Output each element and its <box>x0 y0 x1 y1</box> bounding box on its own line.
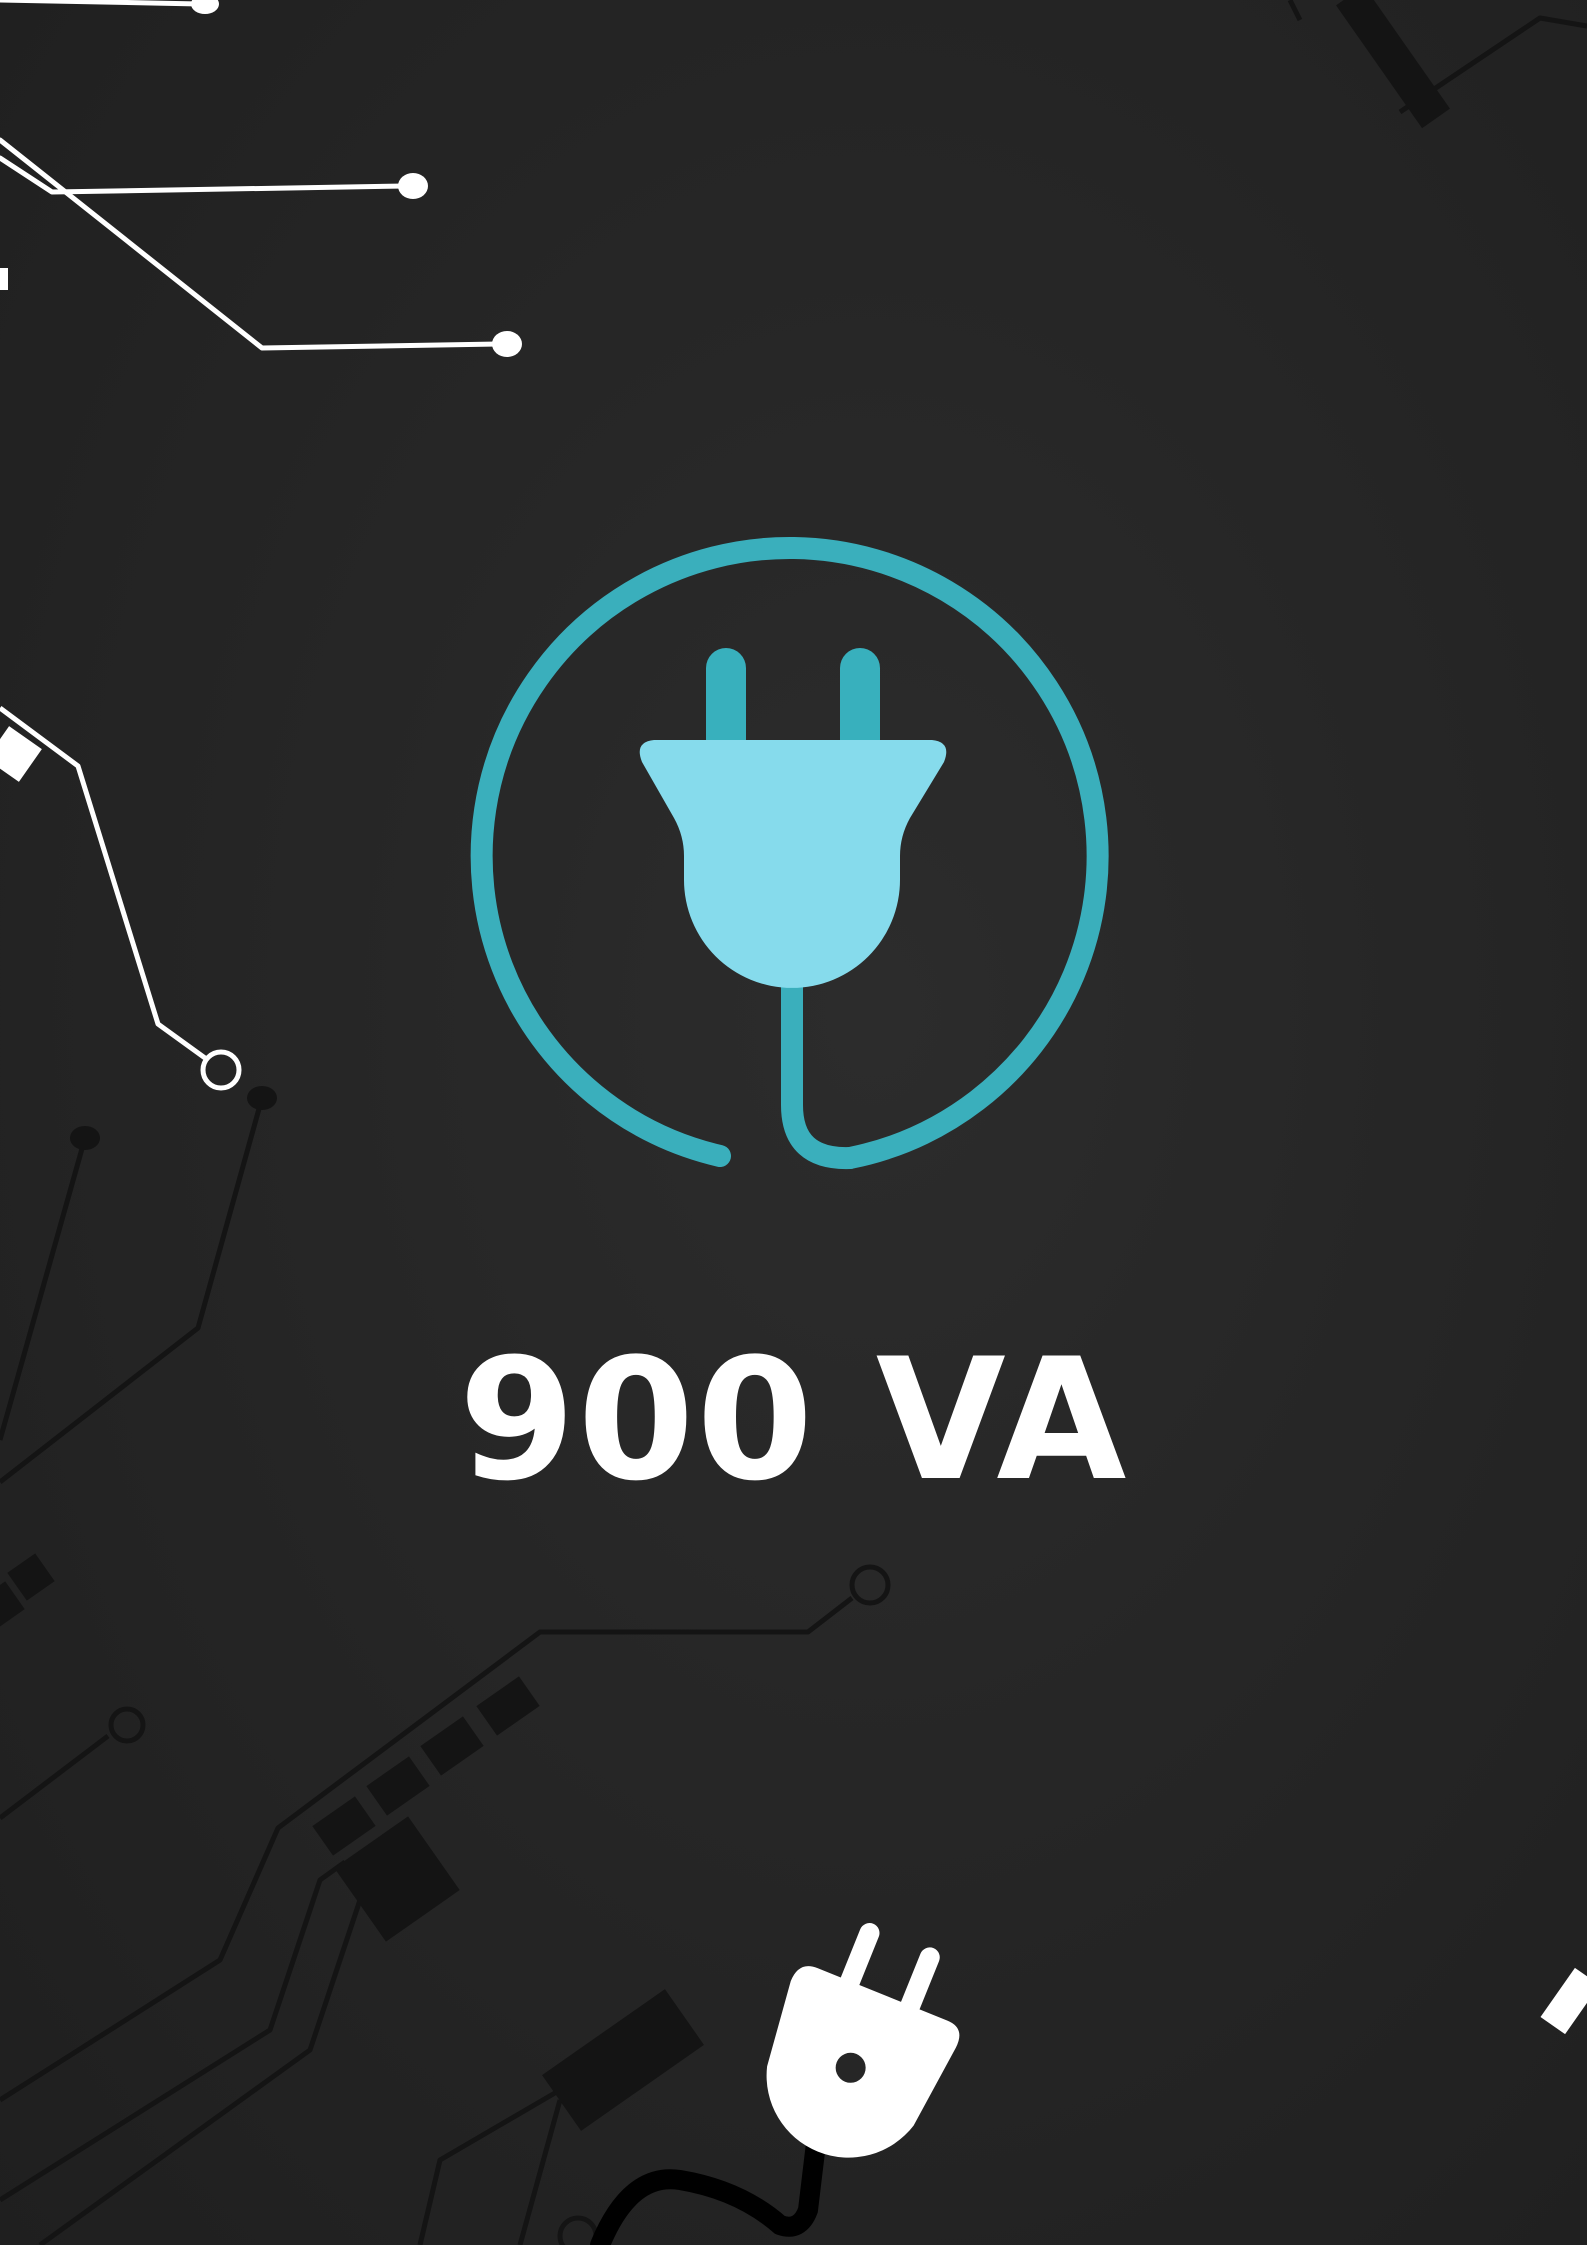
circuit-traces-bottom <box>0 1564 891 2245</box>
plug-prong-right <box>840 648 880 742</box>
plug-ring <box>470 537 1109 1169</box>
power-rating: 900 VA <box>458 1322 1129 1518</box>
plug-body <box>639 740 947 988</box>
circuit-traces-top-right <box>1287 0 1587 115</box>
plug-prong-left <box>706 648 746 742</box>
plug-cord <box>781 969 861 1170</box>
circuit-traces-top-left <box>0 0 501 351</box>
circuit-traces-left <box>0 1097 265 1820</box>
